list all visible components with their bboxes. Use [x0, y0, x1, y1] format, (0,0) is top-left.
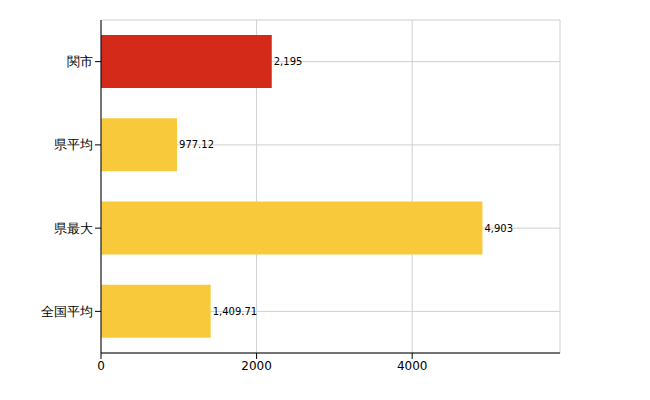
- svg-text:977.12: 977.12: [179, 139, 214, 150]
- svg-text:4000: 4000: [397, 359, 428, 373]
- svg-text:関市: 関市: [67, 54, 93, 69]
- svg-text:県平均: 県平均: [54, 137, 93, 152]
- svg-text:県最大: 県最大: [54, 221, 93, 236]
- svg-text:全国平均: 全国平均: [41, 304, 93, 319]
- svg-text:0: 0: [97, 359, 105, 373]
- svg-text:4,903: 4,903: [484, 223, 513, 234]
- svg-text:1,409.71: 1,409.71: [213, 306, 258, 317]
- svg-text:2000: 2000: [241, 359, 272, 373]
- svg-text:2,195: 2,195: [274, 56, 303, 67]
